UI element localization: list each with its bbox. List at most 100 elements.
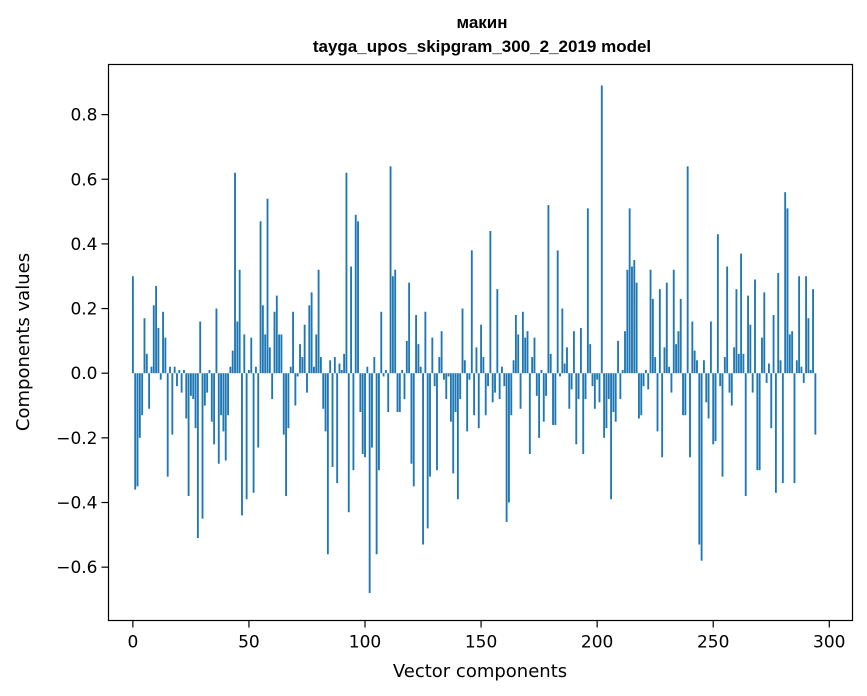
bar — [375, 373, 378, 555]
y-axis-label: Components values — [13, 253, 34, 431]
bar — [519, 373, 522, 409]
bar — [438, 357, 441, 374]
bar — [672, 269, 675, 374]
bar — [463, 360, 466, 374]
bar — [419, 366, 422, 374]
bar — [774, 373, 777, 493]
bar — [241, 373, 243, 516]
bar — [603, 373, 606, 438]
bar — [454, 373, 457, 412]
bar — [252, 373, 255, 493]
bar — [658, 289, 661, 374]
bar — [684, 373, 687, 416]
bar — [705, 373, 708, 403]
bar — [398, 373, 401, 412]
bar — [157, 327, 160, 374]
bar — [380, 311, 383, 374]
bar — [310, 292, 313, 374]
bar — [243, 334, 246, 374]
bar — [756, 373, 759, 471]
bar — [614, 373, 617, 422]
bar — [138, 373, 141, 438]
x-axis-label: Vector components — [393, 661, 567, 682]
bar — [306, 373, 308, 393]
bar — [473, 373, 476, 416]
bar — [751, 373, 754, 393]
bar — [224, 373, 227, 461]
bar — [568, 373, 571, 409]
bar — [761, 337, 763, 374]
bar — [505, 373, 508, 522]
bar — [410, 373, 413, 464]
bar — [459, 373, 462, 400]
bar — [795, 360, 798, 374]
bar — [415, 315, 418, 374]
bar — [566, 347, 568, 374]
bar — [563, 363, 566, 374]
bar — [150, 366, 153, 374]
bar — [510, 373, 513, 416]
bar — [531, 357, 534, 374]
bar — [417, 344, 420, 374]
bar — [733, 347, 736, 374]
bar — [203, 373, 206, 406]
bar — [322, 373, 325, 409]
bar — [227, 373, 229, 416]
bar — [628, 208, 631, 374]
bar — [545, 373, 548, 396]
bar — [642, 373, 645, 387]
bar — [573, 331, 575, 374]
bar — [231, 350, 234, 374]
bar — [791, 331, 794, 374]
x-tick-label: 200 — [581, 633, 613, 653]
bar — [742, 353, 745, 374]
y-tick-label: 0.2 — [70, 300, 97, 320]
bar — [656, 373, 659, 432]
bar — [229, 366, 232, 374]
chart-title: макин — [456, 13, 507, 32]
chart-subtitle: tayga_upos_skipgram_300_2_2019 model — [313, 37, 651, 56]
bar — [679, 298, 682, 374]
bar — [433, 373, 436, 387]
bar — [187, 373, 190, 497]
bar — [275, 295, 278, 374]
bar — [326, 373, 329, 555]
bar — [496, 289, 499, 374]
bar — [719, 373, 722, 387]
bar — [508, 373, 510, 503]
bar — [292, 311, 294, 374]
bar — [814, 373, 817, 435]
bar — [364, 373, 366, 458]
bar — [294, 373, 297, 406]
bar — [538, 373, 541, 438]
bar — [533, 337, 536, 374]
bar — [749, 324, 752, 374]
bar — [607, 373, 610, 400]
bar — [250, 337, 253, 374]
bar — [723, 357, 726, 374]
bar — [535, 373, 538, 396]
bar — [268, 347, 271, 374]
bar — [726, 266, 729, 374]
bar — [357, 221, 359, 374]
bar — [691, 321, 694, 374]
bar — [593, 373, 596, 409]
bar — [266, 198, 269, 374]
bar — [303, 324, 306, 374]
bar — [784, 192, 787, 374]
bar — [245, 373, 248, 500]
bar — [194, 373, 197, 429]
bar — [412, 373, 415, 487]
bar — [162, 311, 164, 374]
bar — [517, 334, 520, 374]
bar — [503, 373, 506, 387]
bar — [612, 373, 615, 412]
bar — [331, 373, 334, 467]
bar — [387, 373, 390, 412]
bar — [768, 363, 770, 374]
bar — [422, 373, 424, 545]
bar — [178, 369, 181, 374]
bar — [582, 373, 585, 455]
bar — [521, 311, 524, 374]
bar — [443, 373, 445, 380]
